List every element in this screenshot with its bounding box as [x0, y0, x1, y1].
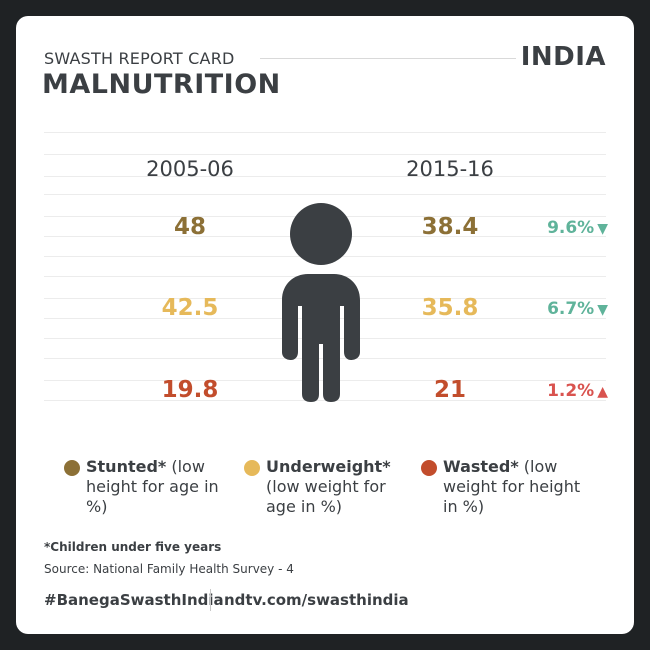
wasted-change: 1.2% ▲ [516, 381, 608, 401]
arrow-up-icon: ▲ [597, 384, 608, 400]
legend-desc: (low height for age in %) [86, 457, 219, 516]
report-card: SWASTH REPORT CARD MALNUTRITION INDIA 20… [16, 16, 634, 634]
underweight-2005-06-value: 42.5 [161, 295, 219, 321]
wasted-change-value: 1.2% [547, 381, 595, 401]
country-label: INDIA [520, 42, 606, 72]
grid-line [44, 194, 606, 195]
report-title: MALNUTRITION [42, 69, 281, 100]
footer-divider [210, 589, 211, 611]
legend-desc: (low weight for age in %) [266, 477, 386, 516]
wasted-2005-06-value: 19.8 [161, 377, 219, 403]
underweight-2015-16-value: 35.8 [421, 295, 479, 321]
legend-name: Underweight* [266, 457, 391, 476]
legend-label-wasted: Wasted* (low weight for height in %) [443, 457, 593, 517]
column-header-2015-16: 2015-16 [406, 157, 494, 181]
grid-line [44, 176, 606, 177]
legend-name: Stunted* [86, 457, 167, 476]
child-figure-icon [282, 203, 360, 402]
hashtag-link[interactable]: #BanegaSwasthIndia [44, 591, 224, 609]
legend-dot-stunted [64, 460, 80, 476]
arrow-down-icon: ▼ [597, 221, 608, 237]
grid-line [44, 400, 606, 401]
legend-label-underweight: Underweight* (low weight for age in %) [266, 457, 416, 517]
underweight-change: 6.7% ▼ [516, 299, 608, 319]
legend-dot-underweight [244, 460, 260, 476]
source-note: Source: National Family Health Survey - … [44, 562, 294, 576]
grid-line [44, 154, 606, 155]
stunted-change-value: 9.6% [547, 218, 595, 238]
legend-dot-wasted [421, 460, 437, 476]
arrow-down-icon: ▼ [597, 302, 608, 318]
footnote: *Children under five years [44, 540, 222, 554]
header-divider [260, 58, 516, 59]
wasted-2015-16-value: 21 [433, 377, 466, 403]
column-header-2005-06: 2005-06 [146, 157, 234, 181]
legend-name: Wasted* [443, 457, 519, 476]
stunted-change: 9.6% ▼ [516, 218, 608, 238]
legend-desc: (low weight for height in %) [443, 457, 581, 516]
stunted-2015-16-value: 38.4 [421, 214, 479, 240]
underweight-change-value: 6.7% [547, 299, 595, 319]
website-link[interactable]: ndtv.com/swasthindia [224, 591, 409, 609]
report-subtitle: SWASTH REPORT CARD [44, 49, 235, 68]
stunted-2005-06-value: 48 [173, 214, 206, 240]
grid-line [44, 132, 606, 133]
legend-label-stunted: Stunted* (low height for age in %) [86, 457, 236, 517]
